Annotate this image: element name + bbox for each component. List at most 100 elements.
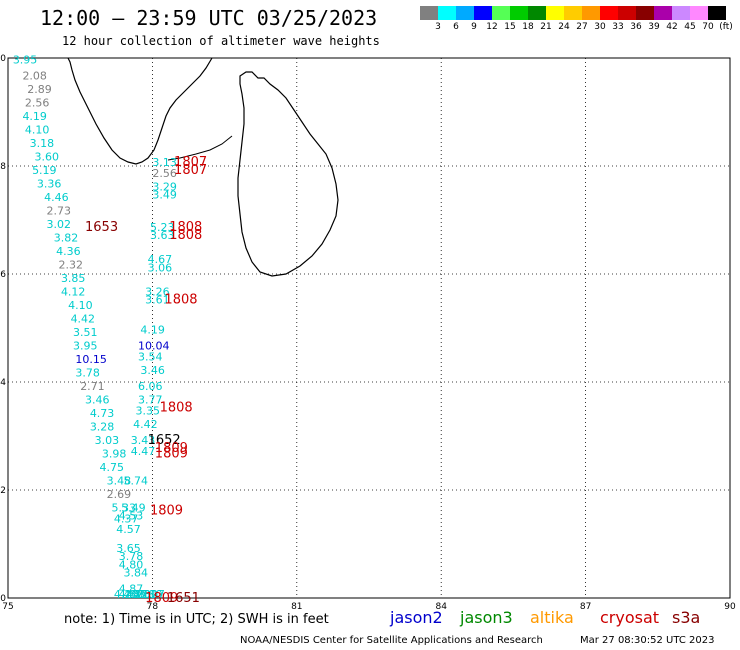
wave-height-label: 3.95 — [13, 53, 37, 66]
axis-labels: 75 78 81 84 87 90 0 2 4 6 8 10 — [0, 54, 736, 610]
pass-time-label: 1809 — [155, 441, 188, 456]
wave-height-label: 4.73 — [90, 407, 115, 420]
wave-height-label: 3.82 — [54, 232, 79, 245]
wave-height-label: 3.85 — [61, 272, 86, 285]
wave-height-label: 2.56 — [152, 167, 177, 180]
lat-tick-label: 4 — [0, 378, 6, 388]
wave-height-label: 4.10 — [68, 299, 93, 312]
wave-height-label: 3.18 — [30, 137, 55, 150]
wave-height-label: 3.13 — [152, 156, 177, 169]
pass-time-label: 1809 — [150, 503, 183, 518]
lat-tick-label: 0 — [0, 594, 6, 604]
color-legend-label: 3 — [435, 22, 441, 32]
wave-height-label: 5.23 — [150, 221, 175, 234]
color-swatch — [528, 6, 546, 20]
coastline — [67, 57, 339, 277]
legend-jason3: jason3 — [460, 608, 513, 627]
color-legend-label: 27 — [576, 22, 588, 32]
lon-tick-label: 90 — [724, 602, 736, 610]
wave-height-label: 2.32 — [59, 259, 84, 272]
color-swatch — [654, 6, 672, 20]
wave-height-label: 3.65 — [116, 542, 141, 555]
wave-height-label: 2.73 — [47, 205, 72, 218]
india-coastline — [67, 57, 213, 165]
wave-height-label: 4.19 — [140, 323, 165, 336]
wave-height-label: 4.53 — [119, 510, 144, 523]
wave-height-label: 4.87 — [119, 588, 144, 601]
wave-height-label: 2.56 — [25, 97, 49, 110]
wave-height-label: 3.84 — [124, 566, 148, 579]
lon-tick-label: 87 — [580, 602, 591, 610]
wave-height-label: 10.15 — [75, 353, 107, 366]
color-swatch — [492, 6, 510, 20]
chart-subtitle: 12 hour collection of altimeter wave hei… — [62, 34, 380, 48]
color-legend-label: 15 — [504, 22, 516, 32]
wave-height-label: 2.71 — [80, 380, 105, 393]
color-swatch — [438, 6, 456, 20]
pass-time-label: 1808 — [169, 220, 202, 235]
wave-height-label: 3.61 — [145, 294, 170, 307]
wave-height-label: 3.80 — [138, 588, 163, 601]
wave-height-label: 4.82 — [133, 588, 158, 601]
lon-tick-label: 75 — [2, 602, 13, 610]
lon-tick-label: 78 — [147, 602, 159, 610]
credit-date: Mar 27 08:30:52 UTC 2023 — [580, 635, 715, 646]
wave-height-label: 3.78 — [75, 367, 100, 380]
wave-height-label: 6.06 — [138, 380, 163, 393]
pass-time-label: 1808 — [160, 401, 193, 416]
color-swatch — [510, 6, 528, 20]
wave-height-label: 5.33 — [111, 502, 136, 515]
wave-height-label: 4.90 — [126, 588, 151, 601]
adams-bridge — [167, 135, 233, 161]
wave-height-label: 4.10 — [25, 124, 49, 137]
grid-lines — [7, 57, 731, 599]
wave-height-label: 5.19 — [32, 164, 57, 177]
wave-height-label: 3.49 — [152, 188, 177, 201]
wave-height-label: 4.67 — [148, 253, 173, 266]
credit-line: NOAA/NESDIS Center for Satellite Applica… — [240, 635, 543, 646]
wave-height-label: 3.46 — [140, 364, 165, 377]
sri-lanka-coastline — [237, 71, 339, 277]
color-swatch — [672, 6, 690, 20]
wave-height-label: 3.95 — [73, 340, 98, 353]
color-legend-label: 18 — [522, 22, 534, 32]
color-legend-label: 42 — [666, 22, 678, 32]
wave-height-map: 7578818487900246810 3.952.082.892.564.19… — [0, 53, 736, 610]
color-legend-label: 12 — [486, 22, 498, 32]
wave-height-label: 5.07 — [140, 588, 165, 601]
pass-time-label: 1653 — [85, 220, 118, 235]
wave-height-label: 4.80 — [119, 558, 144, 571]
wave-height-label: 3.36 — [37, 178, 62, 191]
wave-height-label: 3.03 — [95, 434, 120, 447]
pass-time-label: 1807 — [174, 155, 207, 170]
lat-tick-label: 2 — [0, 486, 6, 496]
pass-time-label: 1809 — [155, 447, 188, 462]
wave-height-label: 3.02 — [47, 218, 72, 231]
color-legend-label: 9 — [471, 22, 477, 32]
wave-height-label: 3.54 — [138, 350, 163, 363]
wave-height-label: 2.69 — [107, 488, 132, 501]
lat-tick-label: 8 — [0, 162, 6, 172]
wave-height-label: 4.19 — [22, 110, 47, 123]
lat-tick-label: 6 — [0, 270, 6, 280]
wave-height-label: 3.26 — [145, 286, 170, 299]
color-swatch — [708, 6, 726, 20]
wave-height-label: 3.63 — [150, 229, 175, 242]
legend-s3a: s3a — [672, 608, 701, 627]
wave-height-label: 3.78 — [119, 550, 144, 563]
wave-height-label: 3.98 — [102, 448, 127, 461]
color-swatch — [564, 6, 582, 20]
wave-height-label: 4.57 — [116, 523, 141, 536]
wave-height-label: 3.43 — [131, 434, 156, 447]
pass-time-label: 1808 — [169, 228, 202, 243]
color-legend — [420, 6, 726, 20]
lon-tick-label: 81 — [291, 602, 302, 610]
color-swatch — [474, 6, 492, 20]
color-legend-label: 6 — [453, 22, 459, 32]
wave-height-label: 3.77 — [138, 394, 163, 407]
wave-height-label: 4.42 — [133, 418, 158, 431]
lon-tick-label: 84 — [435, 602, 447, 610]
wave-height-label: 10.04 — [138, 340, 170, 353]
wave-height-label: 3.28 — [90, 421, 115, 434]
color-legend-label: 33 — [612, 22, 624, 32]
